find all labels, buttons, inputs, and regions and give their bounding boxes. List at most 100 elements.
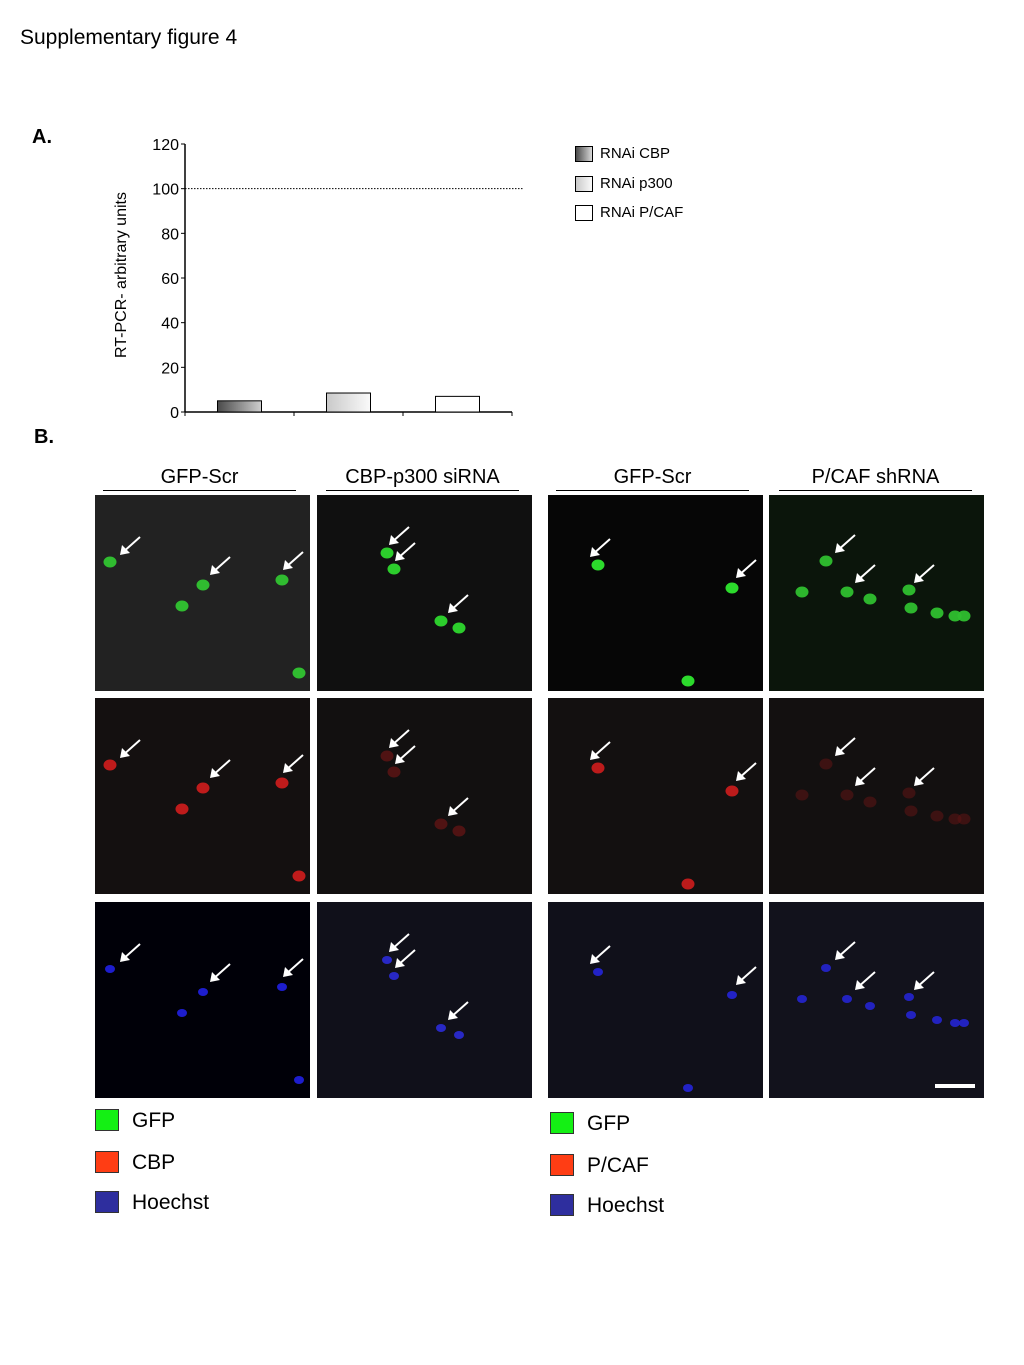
- cell-nucleus: [434, 818, 448, 830]
- cell-nucleus: [292, 870, 306, 882]
- legend-swatch-hoechst-right: [550, 1194, 574, 1216]
- cell-nucleus: [389, 972, 399, 980]
- arrow-icon: [914, 971, 935, 990]
- legend-swatch-gfp-right: [550, 1112, 574, 1134]
- legend-label-hoechst: Hoechst: [132, 1191, 210, 1214]
- cell-nucleus: [177, 1009, 187, 1017]
- micrograph-cbp-p300-sirna-red-channel: [317, 698, 532, 894]
- cell-nucleus: [906, 1011, 916, 1019]
- arrow-icon: [120, 943, 141, 962]
- arrow-icon: [120, 739, 141, 758]
- cell-nucleus: [683, 1084, 693, 1092]
- arrow-icon: [835, 737, 856, 756]
- cell-nucleus: [840, 586, 854, 598]
- cell-nucleus: [382, 956, 392, 964]
- cell-nucleus: [950, 1019, 960, 1027]
- y-tick-label: 80: [161, 226, 179, 243]
- y-tick-label: 40: [161, 316, 179, 333]
- cell-nucleus: [930, 810, 944, 822]
- cell-nucleus: [865, 1002, 875, 1010]
- arrow-icon: [395, 542, 416, 561]
- cell-nucleus: [275, 777, 289, 789]
- bar: [217, 400, 262, 413]
- arrow-icon: [855, 767, 876, 786]
- cell-nucleus: [294, 1076, 304, 1084]
- micrograph-pcaf-shrna-gfp: [769, 495, 984, 691]
- cell-nucleus: [196, 782, 210, 794]
- micrograph-pcaf-shrna-hoechst: [769, 902, 984, 1098]
- arrow-icon: [395, 949, 416, 968]
- bar-chart: 0 20 40 60 80 100 120 RT-PCR- arbitrary units: [113, 137, 524, 422]
- arrow-icon: [590, 945, 611, 964]
- cell-nucleus: [957, 610, 971, 622]
- cell-nucleus: [591, 762, 605, 774]
- arrow-icon: [389, 933, 410, 952]
- cell-nucleus: [842, 995, 852, 1003]
- arrow-icon: [283, 958, 304, 977]
- arrow-icon: [210, 759, 231, 778]
- bar: [326, 392, 371, 413]
- cell-nucleus: [904, 602, 918, 614]
- micrograph-gfp-scr-2-gfp: [548, 495, 763, 691]
- arrow-icon: [283, 754, 304, 773]
- arrow-icon: [395, 745, 416, 764]
- cell-nucleus: [681, 878, 695, 890]
- cell-nucleus: [103, 556, 117, 568]
- cell-nucleus: [196, 579, 210, 591]
- cell-nucleus: [819, 758, 833, 770]
- arrow-icon: [210, 556, 231, 575]
- arrow-icon: [448, 594, 469, 613]
- arrow-icon: [835, 534, 856, 553]
- cell-nucleus: [904, 993, 914, 1001]
- cell-nucleus: [175, 600, 189, 612]
- cell-nucleus: [591, 559, 605, 571]
- column-header-cbp-p300-sirna: CBP-p300 siRNA: [326, 466, 519, 491]
- arrow-icon: [835, 941, 856, 960]
- column-header-gfp-scr-2: GFP-Scr: [556, 466, 749, 491]
- cell-nucleus: [902, 787, 916, 799]
- legend-label-pcaf: P/CAF: [587, 1154, 649, 1177]
- cell-nucleus: [452, 825, 466, 837]
- cell-nucleus: [795, 586, 809, 598]
- cell-nucleus: [821, 964, 831, 972]
- legend-label-gfp: GFP: [132, 1109, 176, 1132]
- cell-nucleus: [727, 991, 737, 999]
- arrow-icon: [914, 767, 935, 786]
- cell-nucleus: [103, 759, 117, 771]
- column-header-gfp-scr-1: GFP-Scr: [103, 466, 296, 491]
- cell-nucleus: [277, 983, 287, 991]
- cell-nucleus: [275, 574, 289, 586]
- cell-nucleus: [725, 785, 739, 797]
- cell-nucleus: [380, 750, 394, 762]
- panel-a-label: A.: [32, 126, 52, 148]
- cell-nucleus: [957, 813, 971, 825]
- y-tick-label: 20: [161, 360, 179, 377]
- legend-label: RNAi P/CAF: [600, 204, 684, 221]
- legend-swatch-gfp: [95, 1109, 119, 1131]
- cell-nucleus: [863, 796, 877, 808]
- legend-swatch: [575, 205, 593, 221]
- cell-nucleus: [797, 995, 807, 1003]
- arrow-icon: [283, 551, 304, 570]
- y-tick-label: 60: [161, 271, 179, 288]
- micrograph-cbp-p300-sirna-hoechst: [317, 902, 532, 1098]
- cell-nucleus: [959, 1019, 969, 1027]
- legend-swatch: [575, 176, 593, 192]
- cell-nucleus: [380, 547, 394, 559]
- arrow-icon: [448, 797, 469, 816]
- arrow-icon: [855, 564, 876, 583]
- arrow-icon: [210, 963, 231, 982]
- legend-swatch-pcaf: [550, 1154, 574, 1176]
- cell-nucleus: [840, 789, 854, 801]
- cell-nucleus: [904, 805, 918, 817]
- cell-nucleus: [795, 789, 809, 801]
- cell-nucleus: [175, 803, 189, 815]
- cell-nucleus: [387, 563, 401, 575]
- cell-nucleus: [932, 1016, 942, 1024]
- micrograph-gfp-scr-2-hoechst: [548, 902, 763, 1098]
- arrow-icon: [448, 1001, 469, 1020]
- y-tick-label: 0: [170, 405, 179, 422]
- micrograph-pcaf-shrna-red-channel: [769, 698, 984, 894]
- arrow-icon: [389, 729, 410, 748]
- cell-nucleus: [681, 675, 695, 687]
